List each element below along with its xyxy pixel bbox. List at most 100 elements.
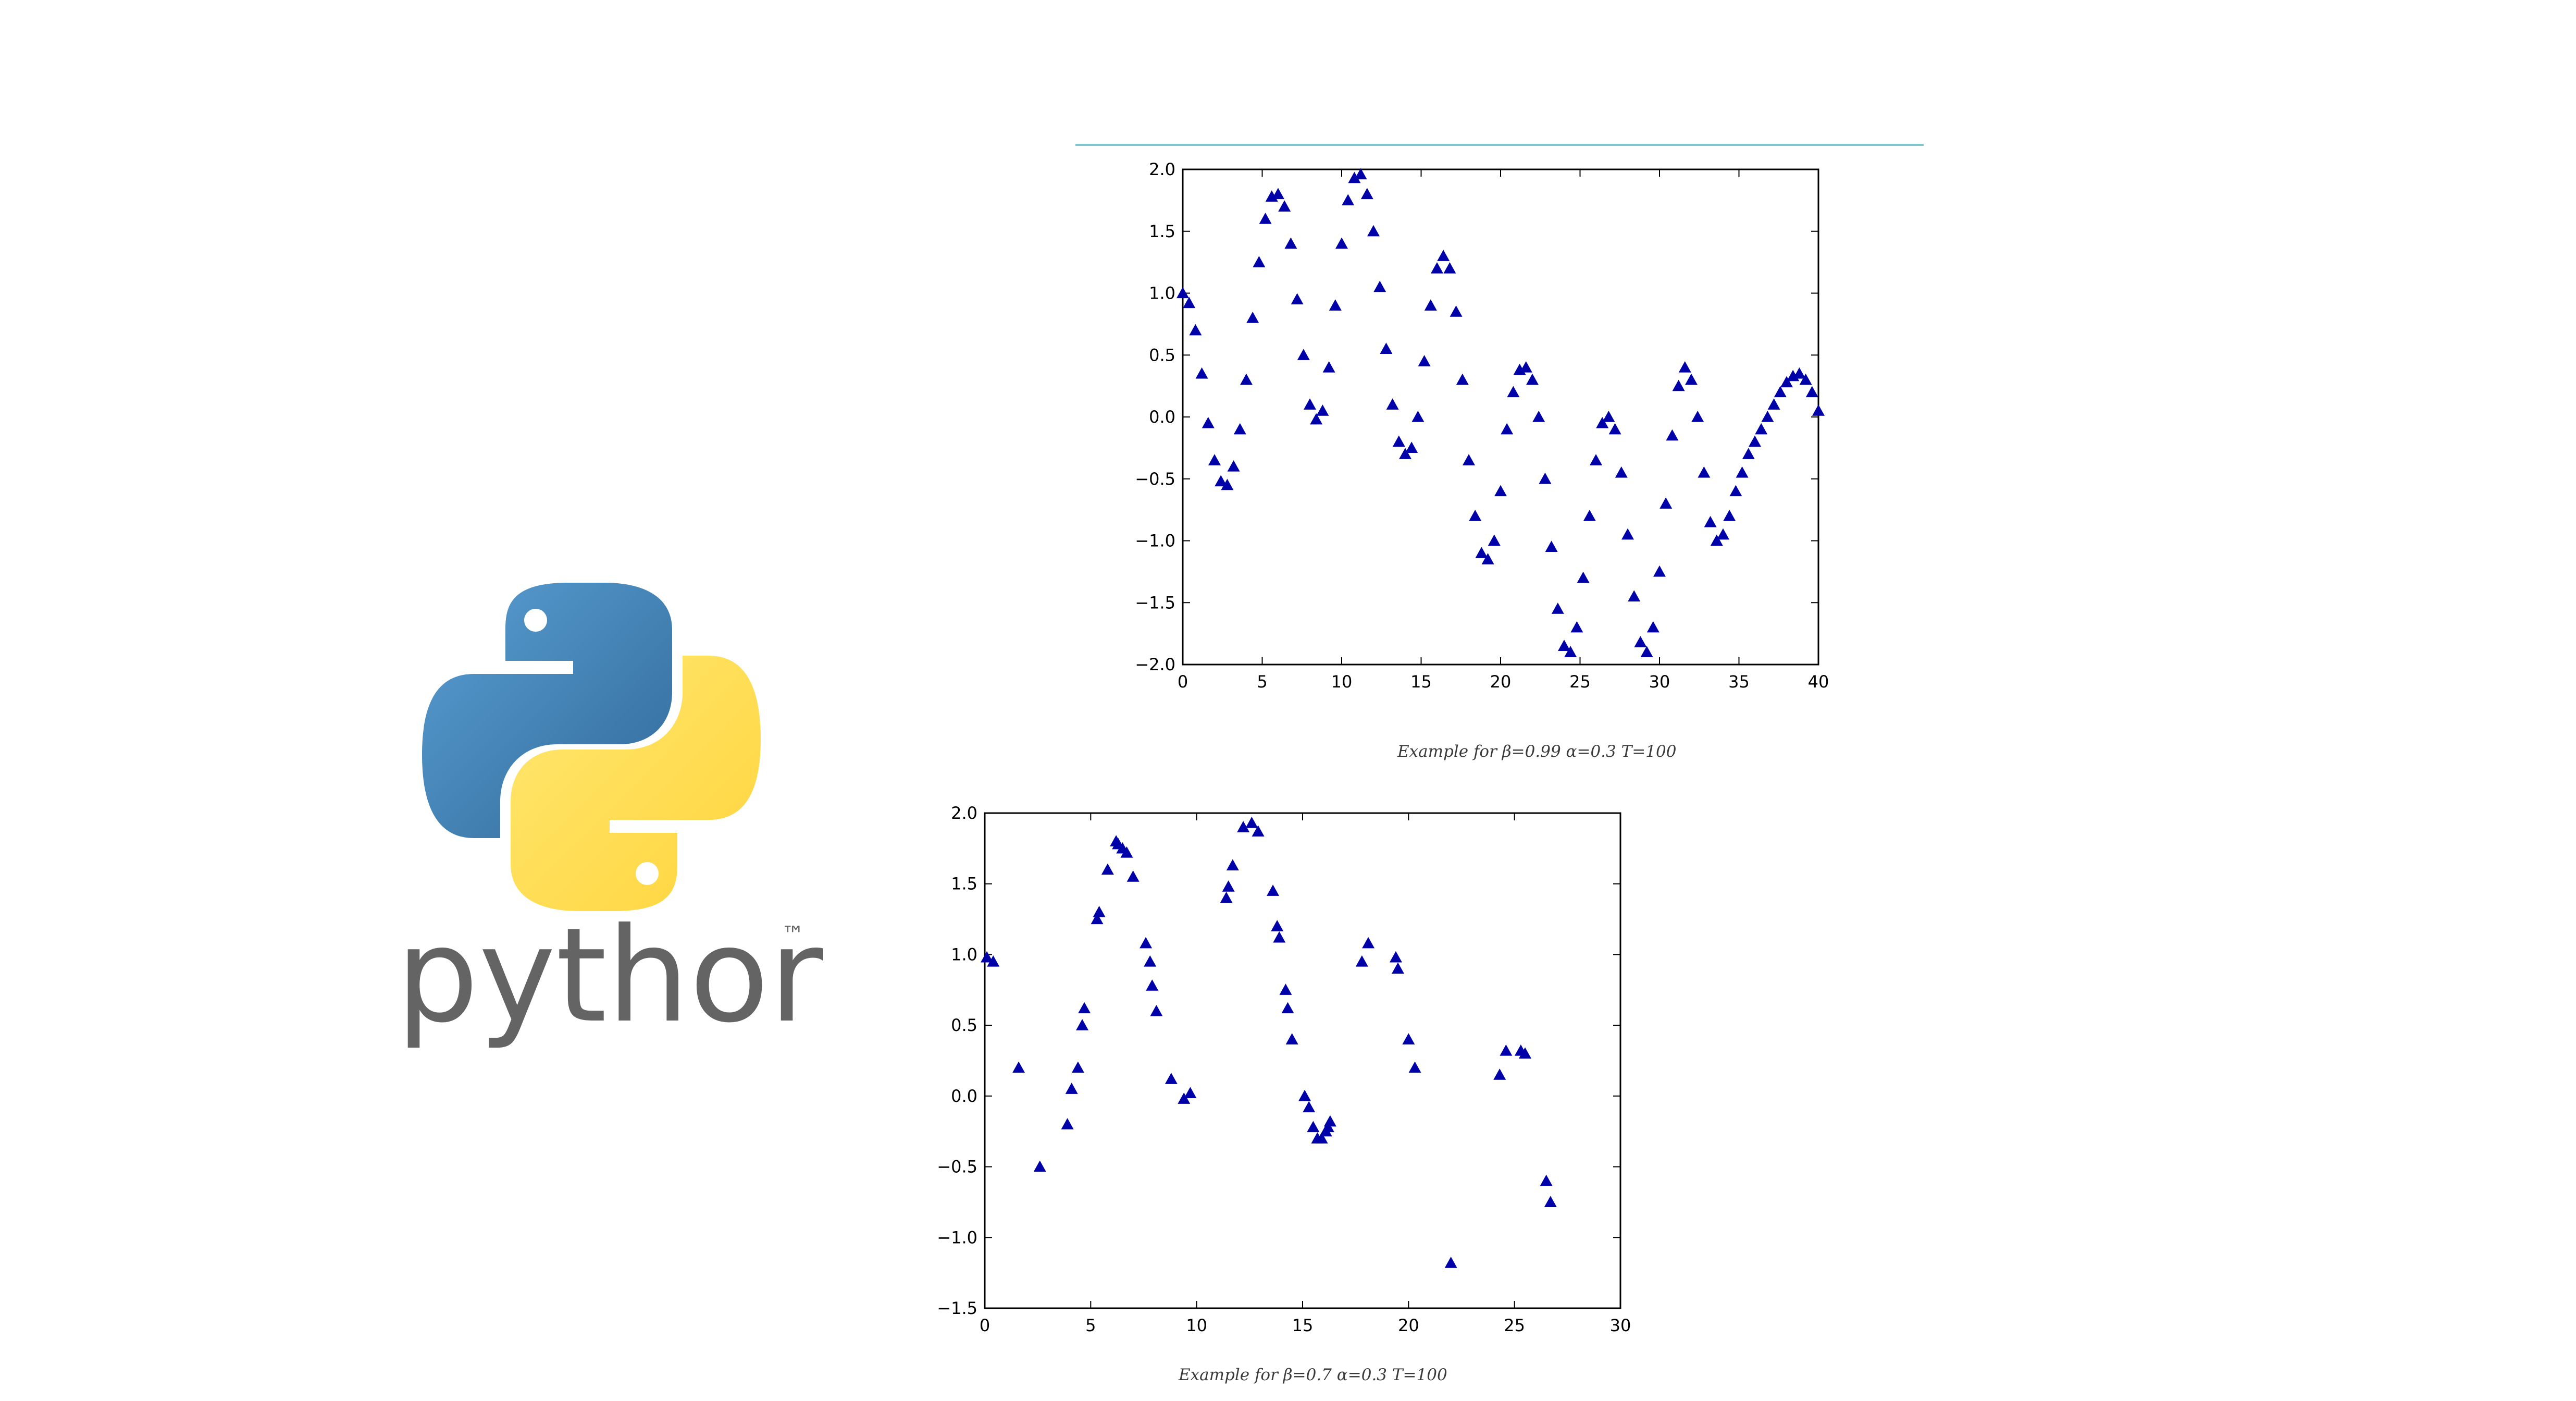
data-point bbox=[1316, 404, 1329, 416]
data-point bbox=[1494, 485, 1507, 497]
data-point bbox=[1093, 906, 1106, 917]
chart-beta-0-7: 0 5 10 15 20 25 30 −1.5 −1.0 −0.5 0.0 0.5 1.0 1.5 2.0 bbox=[937, 803, 1631, 1335]
data-point bbox=[1481, 553, 1494, 564]
data-point bbox=[1424, 299, 1437, 311]
data-point bbox=[1227, 460, 1240, 472]
data-point bbox=[1355, 955, 1368, 967]
data-point bbox=[1558, 640, 1570, 651]
data-point bbox=[1437, 250, 1450, 261]
data-point bbox=[1284, 237, 1297, 249]
data-point bbox=[1310, 413, 1323, 425]
data-point bbox=[1342, 194, 1355, 205]
data-point bbox=[1402, 1033, 1415, 1044]
data-point bbox=[1386, 398, 1399, 410]
data-point bbox=[1012, 1061, 1025, 1073]
data-point bbox=[1392, 435, 1405, 447]
data-point bbox=[1202, 416, 1215, 428]
data-point bbox=[1634, 636, 1647, 647]
data-point bbox=[1297, 349, 1310, 360]
data-point bbox=[1176, 287, 1189, 299]
caption-top: Example for β=0.99 α=0.3 T=100 bbox=[1397, 742, 1677, 761]
plot-frame bbox=[1182, 168, 1819, 666]
caption-bottom: Example for β=0.7 α=0.3 T=100 bbox=[1179, 1366, 1447, 1384]
trademark-symbol: ™ bbox=[782, 921, 804, 948]
data-point bbox=[1646, 621, 1659, 633]
data-point bbox=[1411, 411, 1425, 422]
data-point bbox=[1444, 1257, 1457, 1268]
x-tick-label: 5 bbox=[1085, 1316, 1096, 1335]
data-point bbox=[1389, 951, 1402, 963]
data-point bbox=[1091, 913, 1104, 925]
data-point bbox=[1189, 324, 1202, 336]
data-point bbox=[987, 955, 1000, 967]
data-point bbox=[1799, 373, 1812, 385]
data-point bbox=[1226, 859, 1239, 871]
y-tick-label: −2.0 bbox=[1135, 655, 1175, 674]
snake-yellow-icon bbox=[511, 656, 761, 911]
data-point bbox=[1653, 565, 1666, 577]
x-tick-label: 25 bbox=[1569, 672, 1591, 692]
y-tick-label: 0.5 bbox=[1149, 345, 1175, 365]
data-point bbox=[1640, 646, 1653, 657]
data-point bbox=[1220, 891, 1233, 903]
data-point bbox=[1583, 510, 1596, 521]
y-tick-label: 0.0 bbox=[951, 1086, 977, 1106]
y-tick-label: 0.5 bbox=[951, 1015, 977, 1035]
y-tick-label: 2.0 bbox=[951, 803, 977, 823]
data-point bbox=[1532, 411, 1545, 422]
data-point bbox=[1267, 884, 1280, 896]
data-point bbox=[1540, 1174, 1553, 1186]
data-point bbox=[1208, 454, 1221, 465]
data-point bbox=[1666, 429, 1679, 441]
data-point bbox=[1178, 1092, 1191, 1104]
x-tick-label: 25 bbox=[1504, 1316, 1525, 1335]
data-point bbox=[1691, 411, 1704, 422]
data-point bbox=[1335, 237, 1348, 249]
data-point bbox=[1545, 540, 1558, 552]
plot-frame bbox=[984, 812, 1621, 1309]
data-point bbox=[1146, 979, 1159, 991]
x-tick-label: 40 bbox=[1808, 672, 1829, 692]
data-point bbox=[1195, 367, 1208, 379]
data-point bbox=[1596, 416, 1609, 428]
python-logo: python ™ bbox=[396, 583, 823, 1051]
x-tick-label: 0 bbox=[1178, 672, 1188, 692]
data-point bbox=[1443, 262, 1456, 274]
data-point bbox=[1678, 361, 1691, 373]
data-point bbox=[1767, 398, 1780, 410]
data-point bbox=[1590, 454, 1602, 465]
x-tick-label: 10 bbox=[1331, 672, 1353, 692]
y-tick-label: −0.5 bbox=[1135, 469, 1175, 489]
data-point bbox=[1749, 435, 1761, 447]
data-point bbox=[1273, 931, 1286, 943]
y-tick-label: −1.5 bbox=[937, 1298, 977, 1318]
data-point bbox=[1755, 423, 1768, 435]
data-point bbox=[1519, 361, 1532, 373]
data-point bbox=[1354, 168, 1367, 180]
y-tick-label: 0.0 bbox=[1149, 407, 1175, 427]
data-point bbox=[1329, 299, 1342, 311]
x-tick-label: 15 bbox=[1292, 1316, 1314, 1335]
data-point bbox=[1501, 423, 1514, 435]
data-point bbox=[1071, 1061, 1084, 1073]
data-point bbox=[1493, 1068, 1506, 1080]
x-tick-label: 30 bbox=[1649, 672, 1670, 692]
data-point bbox=[1307, 1121, 1320, 1133]
x-tick-label: 20 bbox=[1398, 1316, 1419, 1335]
data-point bbox=[1761, 411, 1774, 422]
data-point bbox=[1544, 1196, 1557, 1208]
data-point bbox=[1291, 293, 1304, 304]
y-tick-label: 1.0 bbox=[951, 944, 977, 964]
data-point bbox=[1615, 466, 1628, 478]
data-point bbox=[1519, 1047, 1531, 1059]
data-point bbox=[1165, 1073, 1178, 1084]
data-point bbox=[1659, 497, 1673, 509]
data-point bbox=[1399, 448, 1411, 459]
data-point bbox=[1507, 386, 1520, 398]
data-point bbox=[1245, 817, 1258, 828]
data-point bbox=[1298, 1089, 1311, 1101]
y-tick-label: −0.5 bbox=[937, 1157, 977, 1177]
data-point bbox=[1183, 297, 1196, 309]
data-point bbox=[1500, 1044, 1513, 1056]
data-point bbox=[1405, 441, 1418, 453]
